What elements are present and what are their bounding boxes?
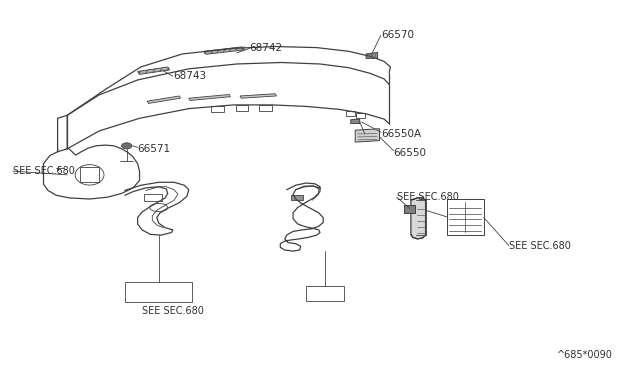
Polygon shape [240,94,276,98]
Text: ^685*0090: ^685*0090 [557,350,612,360]
Bar [80,167,99,182]
Text: SEE SEC.680: SEE SEC.680 [13,166,75,176]
Polygon shape [189,94,230,100]
Polygon shape [138,67,170,74]
Bar [211,106,224,112]
Text: 66570: 66570 [381,31,414,40]
Bar [236,105,248,111]
Polygon shape [351,119,360,124]
Polygon shape [366,52,378,58]
Text: SEE SEC.680: SEE SEC.680 [397,192,459,202]
Text: 66550A: 66550A [381,129,421,139]
Bar [447,199,484,235]
Polygon shape [411,198,426,239]
Polygon shape [355,129,380,142]
Text: 68743: 68743 [173,71,206,81]
Text: SEE SEC.680: SEE SEC.680 [142,306,204,315]
Text: 66550: 66550 [394,148,427,157]
Bar [291,195,303,200]
Text: SEE SEC.680: SEE SEC.680 [509,241,571,250]
Bar [346,111,355,116]
Bar [404,205,415,213]
Polygon shape [204,47,244,54]
Bar [356,113,365,118]
Bar [144,194,162,201]
Circle shape [122,143,132,149]
Bar [259,105,272,111]
Text: 66571: 66571 [138,144,171,154]
Text: 68742: 68742 [250,44,283,53]
Polygon shape [147,96,180,103]
